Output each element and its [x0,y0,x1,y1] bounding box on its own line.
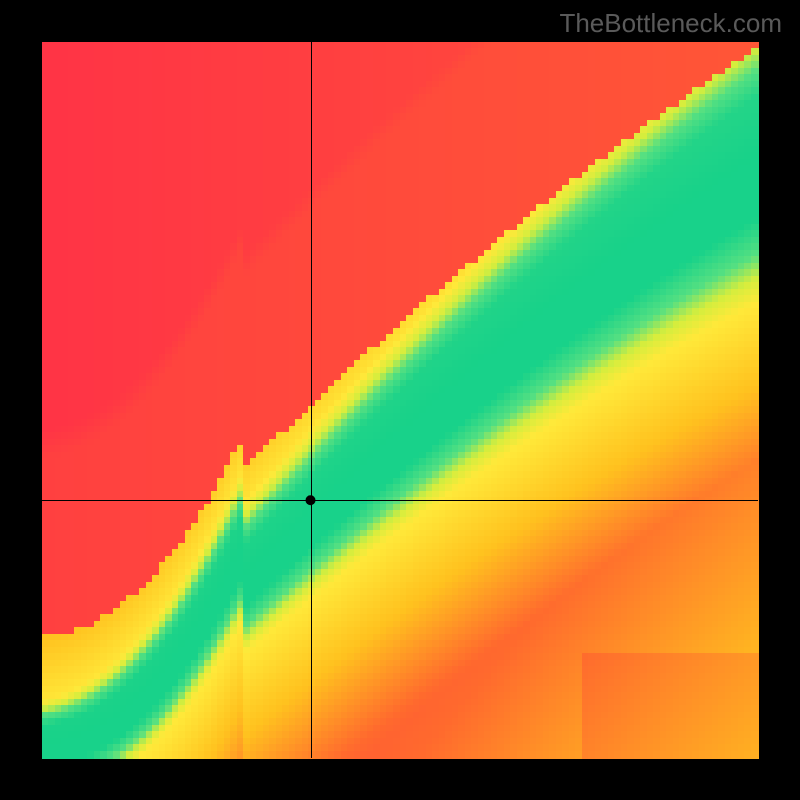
bottleneck-heatmap-canvas [0,0,800,800]
watermark-text: TheBottleneck.com [559,8,782,39]
chart-container: TheBottleneck.com [0,0,800,800]
